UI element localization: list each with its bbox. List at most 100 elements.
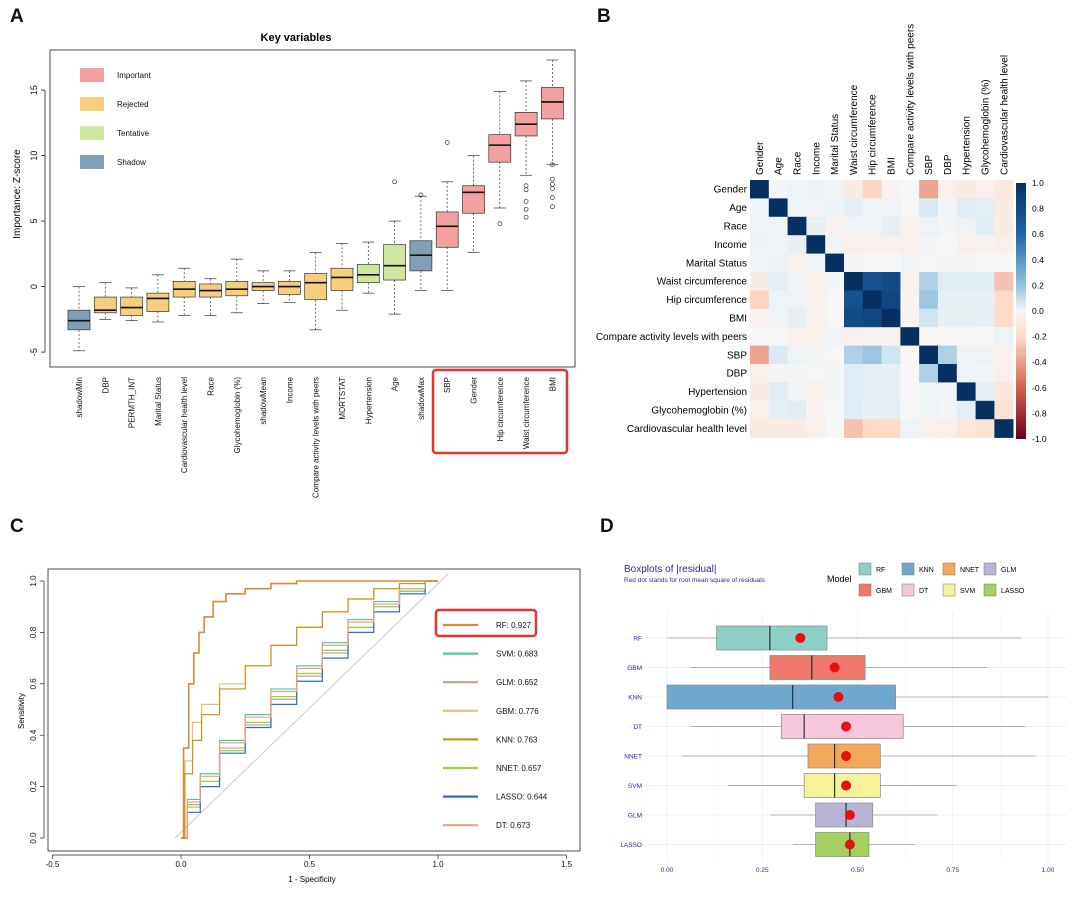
heatmap-cell-5-3 xyxy=(806,272,826,291)
y-tick-label: 1.0 xyxy=(29,575,38,587)
heatmap-cell-5-7 xyxy=(881,272,901,291)
heatmap-cell-12-9 xyxy=(919,400,939,420)
heatmap-cell-11-7 xyxy=(881,382,901,402)
heatmap-cell-7-2 xyxy=(787,308,807,328)
row-label-nnet: NNET xyxy=(624,754,642,761)
rmse-dot xyxy=(833,692,844,702)
panel-label-a: A xyxy=(10,6,24,27)
heatmap-cell-3-12 xyxy=(975,235,995,254)
legend-swatch-gbm xyxy=(858,583,872,597)
heatmap-cell-4-7 xyxy=(881,253,901,273)
heatmap-cell-10-1 xyxy=(768,364,788,383)
row-label-dt: DT xyxy=(633,724,642,731)
col-label-dbp: DBP xyxy=(943,154,954,175)
residual-box-lasso: LASSO xyxy=(620,832,915,857)
heatmap-cell-0-2 xyxy=(787,180,807,199)
outlier-point xyxy=(550,176,555,182)
legend-label-rejected: Rejected xyxy=(117,100,149,109)
heatmap-cell-6-10 xyxy=(938,290,958,310)
box-cardiovascular-health-level xyxy=(172,267,196,316)
heatmap-cell-9-12 xyxy=(975,345,995,365)
heatmap-cell-4-4 xyxy=(825,253,845,273)
box-body xyxy=(383,244,406,281)
legend-label-gbm: GBM xyxy=(876,588,892,595)
row-label-hip-circumference: Hip circumference xyxy=(666,295,747,306)
box-gender xyxy=(462,155,485,253)
outlier-point xyxy=(523,187,529,193)
col-label-marital-status: Marital Status xyxy=(830,114,841,175)
heatmap-cell-7-10 xyxy=(938,308,958,328)
heatmap-cell-3-1 xyxy=(768,235,788,254)
legend-swatch-knn xyxy=(901,562,915,576)
row-label-cardiovascular-health-level: Cardiovascular health level xyxy=(627,424,747,435)
box-body xyxy=(541,87,564,120)
y-tick-label: 0.6 xyxy=(29,678,38,690)
heatmap-cell-2-10 xyxy=(938,216,958,236)
heatmap-cell-0-7 xyxy=(881,180,901,199)
legend-swatch-rf xyxy=(858,562,872,576)
heatmap-cell-6-13 xyxy=(994,290,1014,310)
heatmap-cell-13-0 xyxy=(750,419,770,438)
heatmap-cell-6-0 xyxy=(750,290,770,310)
outlier-point xyxy=(392,179,397,185)
box-dbp xyxy=(93,282,117,320)
colorbar-tick: 0.6 xyxy=(1032,229,1044,239)
heatmap-cell-7-11 xyxy=(956,308,976,328)
heatmap-cell-2-9 xyxy=(919,216,939,236)
heatmap-cell-10-5 xyxy=(844,364,864,383)
heatmap-cell-10-12 xyxy=(975,364,995,383)
col-label-waist-circumference: Waist circumference xyxy=(849,84,860,175)
heatmap-cell-6-8 xyxy=(900,290,920,310)
heatmap-cell-2-8 xyxy=(900,216,920,236)
heatmap-cell-11-1 xyxy=(768,382,788,402)
box-body xyxy=(716,625,828,651)
heatmap-cell-13-3 xyxy=(806,419,826,438)
heatmap-cell-3-6 xyxy=(862,235,882,254)
row-label-knn: KNN xyxy=(628,695,642,702)
heatmap-cell-12-12 xyxy=(975,400,995,420)
panel-b-heatmap: Gender Age Race Income Marital Status Waist c… xyxy=(596,24,1047,444)
heatmap-cell-8-11 xyxy=(956,327,976,346)
heatmap-cell-0-3 xyxy=(806,180,826,199)
heatmap-cell-8-6 xyxy=(862,327,882,346)
row-label-svm: SVM xyxy=(628,783,642,790)
box-marital-status xyxy=(146,274,170,323)
heatmap-cell-7-6 xyxy=(862,308,882,328)
col-label-sbp: SBP xyxy=(924,155,935,175)
y-tick-label: -5 xyxy=(29,348,39,356)
box-age xyxy=(383,179,406,315)
x-tick-label: 0.0 xyxy=(175,860,187,869)
panel-c-roc: 1 - Specificity Sensitivity -0.5 0.0 0.5 1.… xyxy=(17,568,581,884)
heatmap-cell-6-11 xyxy=(956,290,976,310)
heatmap-cell-2-11 xyxy=(956,216,976,236)
heatmap-cell-4-11 xyxy=(956,253,976,273)
heatmap-cell-13-8 xyxy=(900,419,920,438)
heatmap-cell-1-10 xyxy=(938,198,958,218)
box-body xyxy=(304,273,328,301)
heatmap-cell-4-1 xyxy=(768,253,788,273)
y-tick-label: 0 xyxy=(29,284,39,289)
heatmap-cell-7-9 xyxy=(919,308,939,328)
heatmap-cell-4-6 xyxy=(862,253,882,273)
x-tick-label: 0.50 xyxy=(851,867,864,874)
box-body xyxy=(356,263,380,284)
heatmap-cell-8-4 xyxy=(825,327,845,346)
heatmap-cell-7-5 xyxy=(844,308,864,328)
heatmap-cell-7-4 xyxy=(825,308,845,328)
heatmap-cell-13-11 xyxy=(956,419,976,438)
heatmap-cell-2-13 xyxy=(994,216,1014,236)
heatmap-cell-1-4 xyxy=(825,198,845,218)
x-label-bmi: BMI xyxy=(548,377,557,391)
box-body xyxy=(93,296,117,314)
heatmap-cell-11-5 xyxy=(844,382,864,402)
heatmap-cell-3-5 xyxy=(844,235,864,254)
box-body xyxy=(120,296,143,316)
heatmap-cell-1-6 xyxy=(862,198,882,218)
row-label-sbp: SBP xyxy=(727,350,747,361)
heatmap-cell-3-0 xyxy=(750,235,770,254)
x-tick-label: 0.75 xyxy=(946,867,959,874)
x-label-gender: Gender xyxy=(470,377,479,404)
box-body xyxy=(815,802,874,828)
row-label-dbp: DBP xyxy=(726,369,747,380)
legend-swatch-nnet xyxy=(942,562,956,576)
